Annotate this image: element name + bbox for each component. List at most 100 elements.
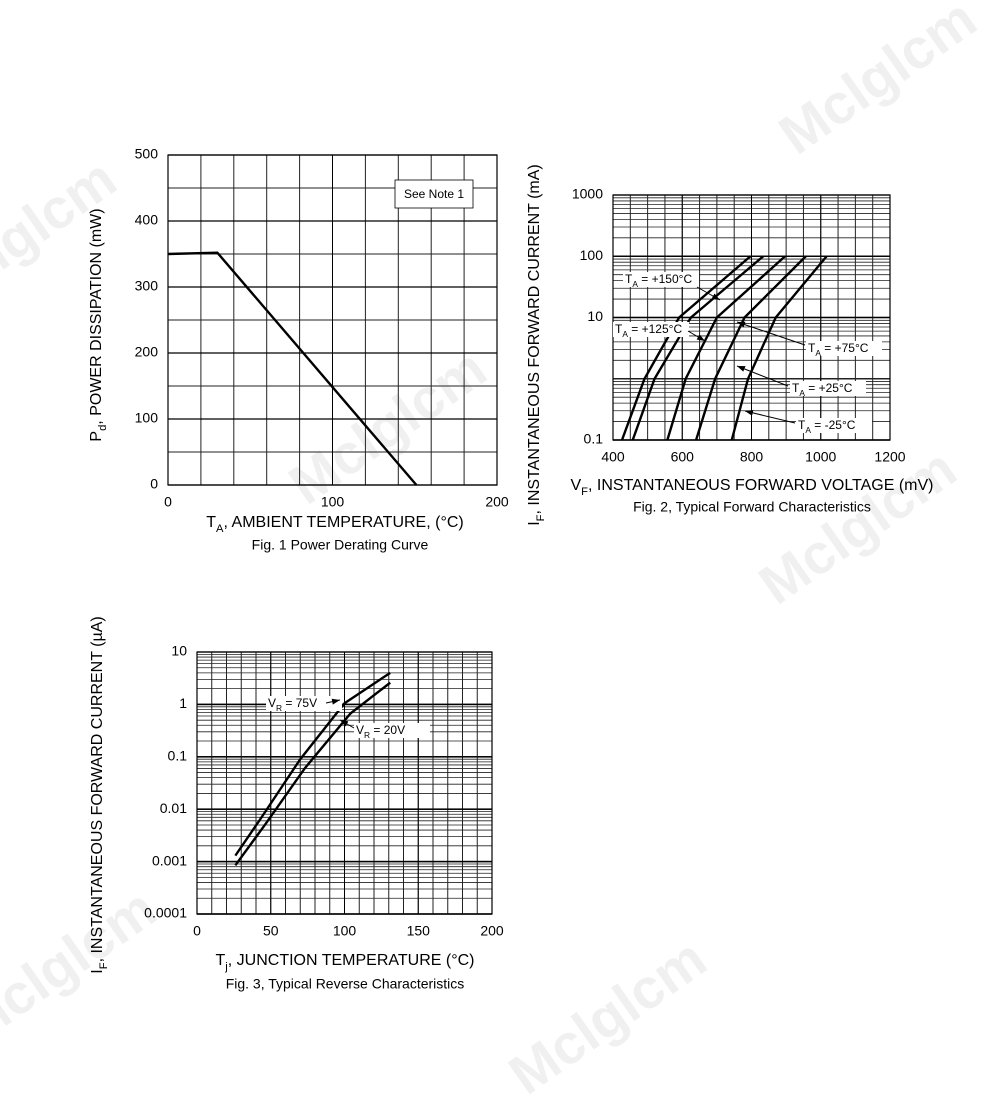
label-bg: [796, 418, 872, 433]
y-axis-label: Pd, POWER DISSIPATION (mW): [88, 208, 109, 441]
data-line: [234, 681, 391, 867]
x-tick-label: 600: [671, 449, 695, 465]
x-tick-label: 0: [193, 923, 201, 939]
y-axis-label: IF, INSTANTANEOUS FORWARD CURRENT (mA): [526, 164, 547, 526]
y-tick-label: 0: [150, 476, 158, 492]
series-label-part: = +150°C: [638, 272, 693, 286]
x-axis-label: Tj, JUNCTION TEMPERATURE (°C): [216, 952, 475, 973]
series-label: TA = +25°C: [792, 381, 853, 398]
series-label-part: = 75V: [282, 696, 317, 710]
y-tick-label: 1: [179, 695, 187, 711]
y-tick-label: 500: [135, 146, 159, 162]
annotation-box: [394, 179, 474, 209]
y-tick-label: 0.001: [152, 852, 187, 868]
label-arrow: [325, 698, 341, 705]
chart-title: Fig. 3, Typical Reverse Characteristics: [226, 976, 465, 992]
series-label-part: T: [625, 272, 633, 286]
x-tick-label: 400: [601, 449, 625, 465]
series-label: TA = +75°C: [808, 341, 869, 358]
x-axis-label-part: V: [570, 477, 581, 494]
x-tick-label: 150: [407, 923, 431, 939]
y-tick-label: 0.1: [168, 748, 188, 764]
x-tick-label: 200: [480, 923, 504, 939]
series-label: TA = -25°C: [798, 418, 856, 435]
y-axis-label-part: I: [526, 521, 543, 525]
data-line: [694, 255, 807, 441]
data-line: [167, 251, 418, 486]
series-label: TA = +125°C: [615, 322, 682, 339]
series-label-part: = +25°C: [805, 381, 853, 395]
y-axis-label-part: F: [535, 514, 547, 521]
label-bg: [354, 723, 430, 738]
label-arrow: [736, 365, 789, 387]
series-label-part: A: [632, 279, 638, 289]
x-tick-label: 50: [263, 923, 279, 939]
label-bg: [790, 381, 866, 396]
label-arrow: [736, 321, 806, 346]
y-tick-label: 10: [587, 308, 603, 324]
series-label-part: R: [276, 703, 282, 713]
series-label: VR = 75V: [268, 696, 317, 713]
series-label: TA = +150°C: [625, 272, 692, 289]
y-tick-label: 1000: [572, 186, 603, 202]
y-axis-label-part: , INSTANTANEOUS FORWARD CURRENT (µA): [89, 616, 106, 962]
series-label-part: T: [792, 381, 800, 395]
data-line: [666, 255, 786, 441]
y-axis-label-part: P: [88, 431, 105, 442]
y-axis-label-part: d: [97, 425, 109, 431]
chart-title: Fig. 1 Power Derating Curve: [252, 537, 429, 553]
series-label-part: = 20V: [370, 723, 405, 737]
data-line: [234, 671, 391, 857]
data-line: [620, 255, 752, 441]
data-line: [631, 255, 765, 441]
series-label-part: = +125°C: [628, 322, 683, 336]
y-tick-label: 200: [135, 344, 159, 360]
label-bg: [613, 322, 689, 337]
y-tick-label: 0.1: [584, 431, 604, 447]
chart-title: Fig. 2, Typical Forward Characteristics: [633, 499, 871, 515]
label-arrow: [687, 330, 706, 342]
y-axis-label-part: I: [89, 969, 106, 973]
x-tick-label: 1000: [805, 449, 836, 465]
series-label-part: A: [815, 348, 821, 358]
y-axis-label-part: , INSTANTANEOUS FORWARD CURRENT (mA): [526, 164, 543, 514]
series-label-part: A: [622, 329, 628, 339]
x-axis-label-part: , JUNCTION TEMPERATURE (°C): [228, 952, 475, 969]
series-label-part: A: [799, 388, 805, 398]
x-tick-label: 100: [321, 494, 345, 510]
series-label-part: R: [364, 730, 370, 740]
y-axis-label-part: F: [98, 962, 110, 969]
series-label: VR = 20V: [356, 723, 405, 740]
label-bg: [623, 272, 699, 287]
x-axis-label: VF, INSTANTANEOUS FORWARD VOLTAGE (mV): [570, 477, 933, 498]
y-tick-label: 100: [580, 247, 604, 263]
x-tick-label: 200: [485, 494, 509, 510]
series-label-part: V: [268, 696, 276, 710]
series-label-part: V: [356, 723, 364, 737]
series-label-part: T: [808, 341, 816, 355]
data-line: [730, 255, 828, 441]
x-axis-label-part: A: [216, 523, 224, 535]
x-axis-label-part: T: [206, 514, 216, 531]
series-label-part: = -25°C: [811, 418, 856, 432]
y-tick-label: 400: [135, 212, 159, 228]
y-axis-label: IF, INSTANTANEOUS FORWARD CURRENT (µA): [89, 616, 110, 973]
series-label-part: T: [615, 322, 623, 336]
y-tick-label: 0.0001: [144, 905, 187, 921]
label-arrow: [744, 409, 796, 424]
y-tick-label: 100: [135, 410, 159, 426]
x-axis-label-part: j: [224, 961, 228, 973]
x-axis-label: TA, AMBIENT TEMPERATURE, (°C): [206, 514, 463, 535]
x-axis-label-part: T: [216, 952, 226, 969]
y-axis-label-part: , POWER DISSIPATION (mW): [88, 208, 105, 424]
y-tick-label: 0.01: [160, 800, 187, 816]
label-bg: [806, 341, 882, 356]
x-axis-label-part: F: [581, 486, 588, 498]
x-tick-label: 800: [740, 449, 764, 465]
y-tick-label: 300: [135, 278, 159, 294]
x-tick-label: 0: [164, 494, 172, 510]
x-axis-label-part: , INSTANTANEOUS FORWARD VOLTAGE (mV): [588, 477, 934, 494]
series-label-part: = +75°C: [821, 341, 869, 355]
